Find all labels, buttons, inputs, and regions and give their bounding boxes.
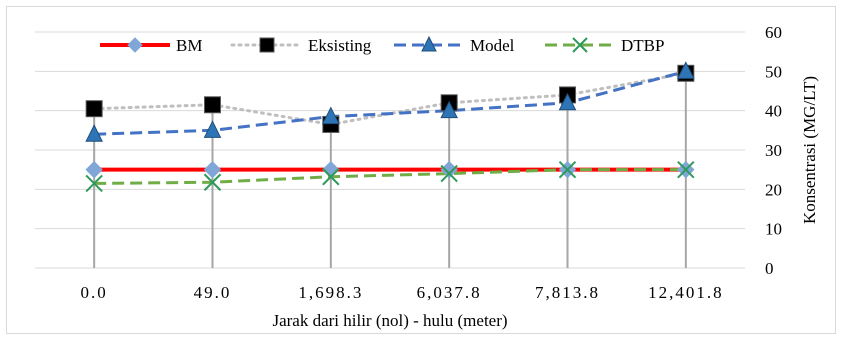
x-marker-stroke (203, 173, 222, 191)
gridlines (35, 31, 745, 269)
series-markers (85, 61, 695, 193)
series-lines (92, 69, 688, 185)
x-axis-title: Jarak dari hilir (nol) - hulu (meter) (272, 311, 507, 330)
x-marker-stroke (572, 37, 588, 53)
legend: BM Eksisting Model DTBP (100, 35, 664, 55)
data-point-dtbp (677, 160, 695, 179)
legend-label: BM (176, 36, 202, 55)
data-point-model (85, 124, 103, 142)
y-tick-label: 60 (765, 23, 782, 42)
series-line-eksisting (92, 71, 688, 126)
data-point-model (322, 106, 340, 125)
data-point-model (677, 61, 695, 79)
legend-label: Eksisting (308, 36, 372, 55)
data-point-model (558, 92, 577, 111)
data-point-model (440, 100, 458, 119)
data-point-dtbp (203, 173, 222, 191)
legend-swatch-marker (127, 37, 143, 53)
x-marker-stroke (85, 174, 103, 193)
x-marker-stroke (558, 160, 577, 179)
x-tick-label: 6,037.8 (417, 283, 482, 302)
data-point-dtbp (440, 164, 458, 183)
legend-label: Model (470, 36, 515, 55)
data-point-dtbp (558, 160, 577, 179)
y-tick-label: 50 (765, 62, 782, 81)
y-tick-labels: 0 10 20 30 40 50 60 (765, 23, 782, 278)
x-marker-stroke (440, 164, 458, 183)
x-marker-stroke (322, 168, 340, 186)
legend-label: DTBP (621, 36, 664, 55)
data-point-bm (203, 160, 222, 179)
series-line-model (94, 69, 687, 136)
y-tick-label: 0 (765, 259, 774, 278)
data-point-dtbp (85, 174, 103, 193)
x-tick-label: 7,813.8 (535, 283, 600, 302)
legend-item-bm: BM (100, 36, 202, 55)
data-point-bm (440, 160, 458, 179)
legend-item-eksisting: Eksisting (230, 36, 372, 55)
data-point-eksisting (85, 100, 103, 118)
legend-swatch-marker (259, 37, 275, 53)
y-axis-title: Konsentrasi (MG/LT) (800, 76, 819, 224)
x-tick-label: 1,698.3 (298, 283, 363, 302)
x-marker-stroke (677, 160, 695, 179)
legend-swatch-marker (421, 35, 437, 52)
x-tick-label: 12,401.8 (648, 283, 724, 302)
y-tick-label: 20 (765, 180, 782, 199)
y-tick-label: 40 (765, 102, 782, 121)
x-tick-label: 0.0 (81, 283, 108, 302)
series-line-dtbp (94, 168, 686, 185)
x-tick-label: 49.0 (194, 283, 232, 302)
data-point-dtbp (322, 168, 340, 186)
data-point-model (203, 120, 222, 138)
legend-swatch-marker (572, 37, 588, 53)
data-point-eksisting (204, 96, 221, 114)
legend-item-model: Model (394, 35, 515, 55)
y-tick-label: 30 (765, 141, 782, 160)
data-point-bm (85, 160, 103, 179)
x-tick-labels: 0.0 49.0 1,698.3 6,037.8 7,813.8 12,401.8 (81, 283, 724, 302)
legend-item-dtbp: DTBP (545, 36, 664, 55)
y-tick-label: 10 (765, 220, 782, 239)
